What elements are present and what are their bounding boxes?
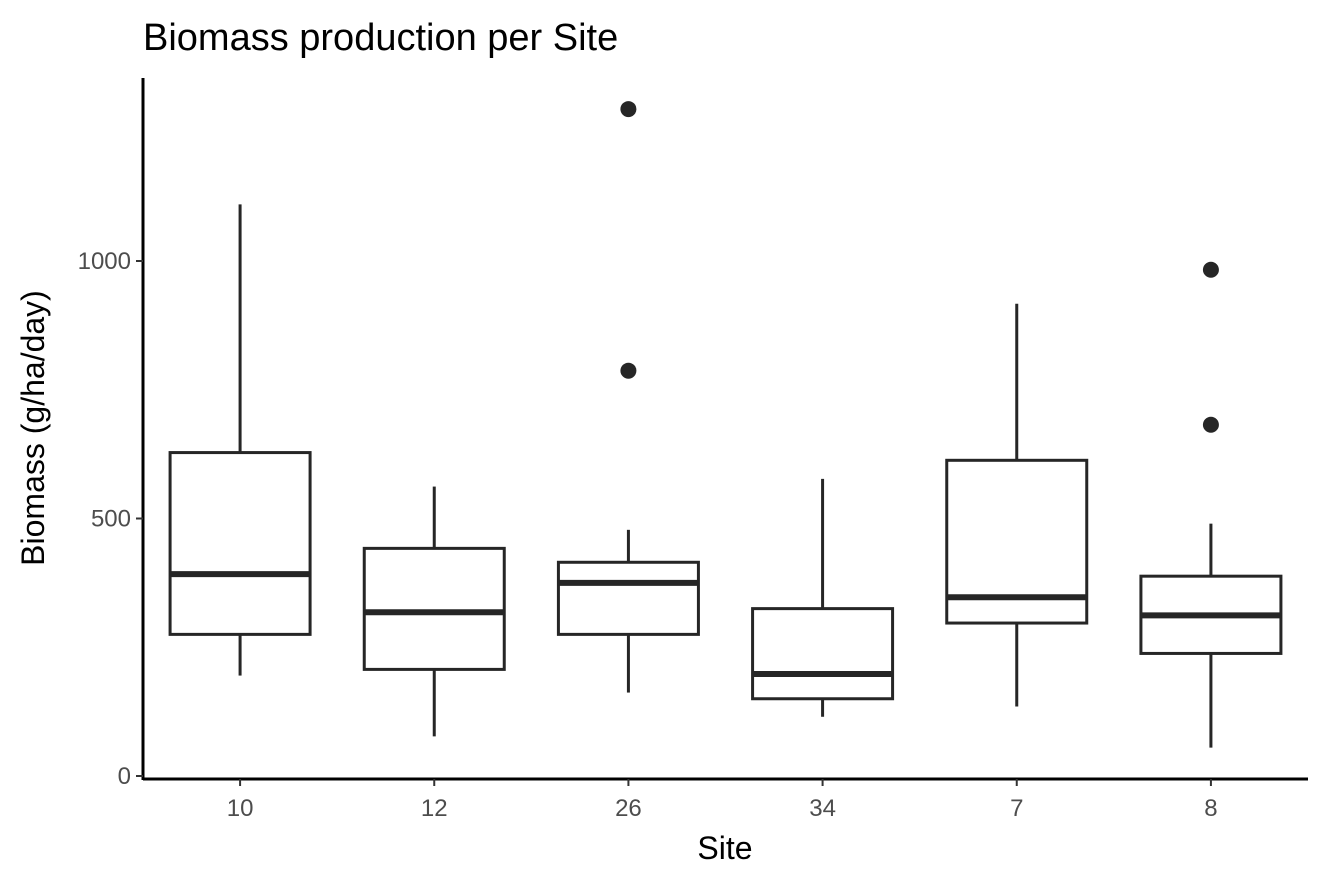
y-tick-label: 500	[91, 506, 131, 533]
box-group-site-12	[362, 486, 506, 737]
iqr-box	[168, 451, 312, 636]
x-axis-title: Site	[697, 830, 752, 866]
box-group-site-34	[751, 478, 895, 717]
outlier-point	[620, 362, 637, 379]
box-group-site-10	[168, 204, 312, 676]
box-group-site-26	[556, 101, 700, 693]
y-tick-label: 0	[118, 763, 131, 790]
outlier-point	[620, 101, 637, 118]
chart-title: Biomass production per Site	[143, 17, 618, 59]
iqr-box	[362, 546, 506, 671]
iqr-box	[751, 607, 895, 701]
iqr-box	[556, 560, 700, 636]
x-axis-ticks: 10 12 26 34 7 8	[227, 779, 1218, 822]
box-group-site-8	[1139, 261, 1283, 748]
x-tick-label: 12	[421, 795, 448, 822]
x-tick-label: 10	[227, 795, 254, 822]
plot-area	[168, 101, 1283, 748]
x-tick-label: 26	[615, 795, 642, 822]
x-tick-label: 34	[809, 795, 836, 822]
outlier-point	[1202, 261, 1219, 278]
x-tick-label: 8	[1204, 795, 1217, 822]
y-axis-ticks: 0 500 1000	[78, 248, 143, 790]
y-axis-title: Biomass (g/ha/day)	[15, 290, 51, 566]
outlier-point	[1202, 416, 1219, 433]
y-tick-label: 1000	[78, 248, 131, 275]
x-tick-label: 7	[1010, 795, 1023, 822]
box-group-site-7	[945, 303, 1089, 707]
